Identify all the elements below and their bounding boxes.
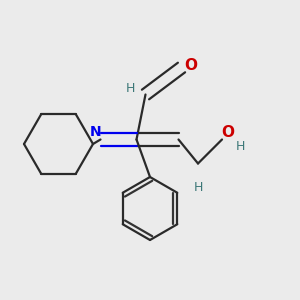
Text: H: H	[126, 82, 135, 95]
Text: N: N	[89, 125, 101, 139]
Text: O: O	[184, 58, 197, 74]
Text: H: H	[235, 140, 245, 154]
Text: O: O	[221, 125, 235, 140]
Text: H: H	[193, 181, 203, 194]
